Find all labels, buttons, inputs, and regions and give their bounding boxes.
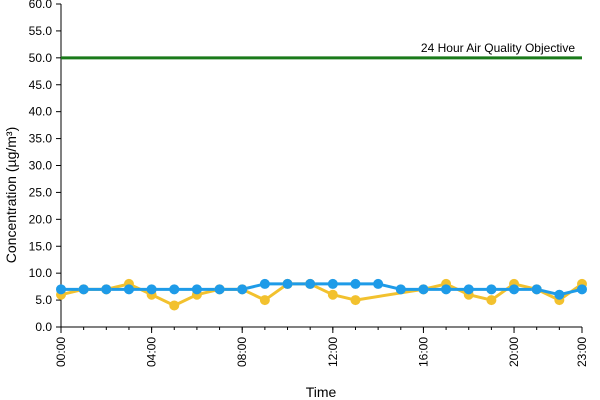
y-axis-title: Concentration (µg/m³) xyxy=(3,127,19,263)
series-2-point xyxy=(486,284,497,295)
series-2-point xyxy=(78,284,89,295)
series-1-point xyxy=(259,295,270,306)
series-2-point xyxy=(509,284,520,295)
series-2-point xyxy=(531,284,542,295)
y-tick-label: 50.0 xyxy=(29,51,53,65)
series-2-point xyxy=(418,284,429,295)
series-1-point xyxy=(169,300,180,311)
series-line-1 xyxy=(60,282,583,307)
series-2-point xyxy=(327,278,338,289)
series-2-point xyxy=(146,284,157,295)
series-2-point xyxy=(169,284,180,295)
y-tick-label: 10.0 xyxy=(29,266,53,280)
x-tick-label: 23:00 xyxy=(575,337,589,367)
y-tick-label: 40.0 xyxy=(29,105,53,119)
y-tick-label: 60.0 xyxy=(29,0,53,11)
series-2-point xyxy=(395,284,406,295)
y-tick-label: 20.0 xyxy=(29,212,53,226)
y-tick-label: 0.0 xyxy=(35,320,52,334)
y-tick-label: 30.0 xyxy=(29,159,53,173)
series-group xyxy=(56,278,587,311)
series-2-point xyxy=(259,278,270,289)
series-2-point xyxy=(282,278,293,289)
series-2-point xyxy=(554,289,565,300)
series-1-point xyxy=(486,295,497,306)
y-tick-label: 45.0 xyxy=(29,78,53,92)
y-tick-label: 25.0 xyxy=(29,185,53,199)
series-2-point xyxy=(441,284,452,295)
series-2-point xyxy=(350,278,361,289)
series-2-point xyxy=(237,284,248,295)
series-2-point xyxy=(463,284,474,295)
y-tick-label: 35.0 xyxy=(29,132,53,146)
x-tick-label: 12:00 xyxy=(326,337,340,367)
series-2-point xyxy=(305,278,316,289)
y-axis: 0.0 5.0 10.0 15.0 20.0 25.0 30.0 35.0 40.0 45.0 50… xyxy=(29,0,62,334)
series-2-point xyxy=(214,284,225,295)
x-tick-label: 04:00 xyxy=(145,337,159,367)
series-2-point xyxy=(191,284,202,295)
y-tick-label: 5.0 xyxy=(35,293,52,307)
series-2-point xyxy=(373,278,384,289)
series-2-point xyxy=(577,284,587,295)
reference-line-label: 24 Hour Air Quality Objective xyxy=(421,41,575,55)
series-2-point xyxy=(123,284,134,295)
x-tick-label: 08:00 xyxy=(235,337,249,367)
x-tick-label: 16:00 xyxy=(416,337,430,367)
x-axis-title: Time xyxy=(306,384,337,400)
x-tick-label: 20:00 xyxy=(507,337,521,367)
x-tick-label: 00:00 xyxy=(54,337,68,367)
y-tick-label: 55.0 xyxy=(29,24,53,38)
reference-line-group: 24 Hour Air Quality Objective xyxy=(61,41,582,60)
series-2-point xyxy=(56,284,66,295)
y-tick-label: 15.0 xyxy=(29,239,53,253)
series-2-point xyxy=(101,284,112,295)
x-axis: 00:00 04:00 08:00 12:00 16:00 20:00 23:00 xyxy=(54,326,589,367)
series-1-point xyxy=(327,289,338,300)
series-1-point xyxy=(350,295,361,306)
